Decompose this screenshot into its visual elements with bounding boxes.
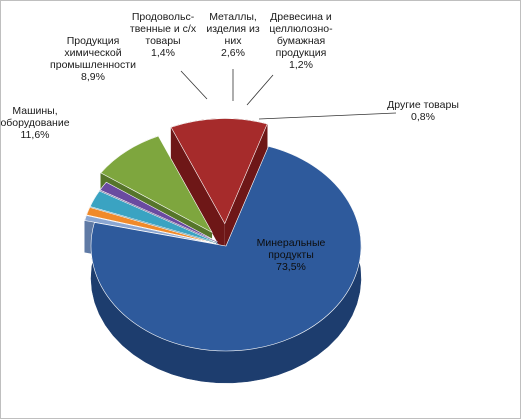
slice-label-line-3-2: них (225, 35, 243, 47)
slice-label-line-2-3: продукция (276, 47, 327, 59)
slice-label-3: Металлы, изделия из них 2,6% (206, 11, 260, 59)
pie-slice-face-6-1 (224, 123, 268, 256)
slice-label-line-4-3: 1,4% (151, 47, 175, 59)
slice-label-line-0-1: продукты (268, 249, 314, 261)
slice-label-line-2-1: целлюлозно- (269, 23, 333, 35)
slice-label-4: Продовольс-твенные и с/х товары 1,4% (130, 11, 197, 59)
slice-label-line-5-2: промышленности (50, 59, 136, 71)
pie-slice-4 (99, 181, 218, 243)
slice-label-1: Другие товары 0,8% (387, 99, 459, 123)
leader-line-1 (258, 112, 397, 120)
slice-label-line-3-1: изделия из (206, 23, 260, 35)
pie-slice-0 (90, 145, 362, 352)
slice-label-line-4-0: Продовольс- (132, 11, 195, 23)
slice-label-line-5-1: химической (64, 47, 121, 59)
slice-label-6: Машины, оборудование 11,6% (1, 105, 70, 141)
pie-slice-6 (170, 118, 268, 225)
slice-label-line-3-3: 2,6% (221, 47, 245, 59)
pie-slice-5 (100, 135, 213, 234)
slice-label-line-3-0: Металлы, (209, 11, 257, 23)
pie-slice-2 (86, 207, 217, 244)
slice-label-line-5-0: Продукция (67, 35, 120, 47)
leader-line-4 (180, 70, 208, 100)
slice-label-line-6-0: Машины, (12, 105, 57, 117)
leader-line-2 (246, 74, 274, 106)
slice-label-line-6-2: 11,6% (21, 129, 50, 141)
slice-label-line-0-2: 73,5% (276, 261, 306, 273)
slice-label-line-1-0: Другие товары (387, 99, 459, 111)
slice-label-line-6-1: оборудование (1, 117, 70, 129)
slice-label-line-2-2: бумажная (277, 35, 325, 47)
slice-label-line-4-1: твенные и с/х (130, 23, 197, 35)
pie-slice-face-6-0 (171, 127, 225, 256)
pie-slice-1 (84, 215, 217, 245)
slice-label-line-1-1: 0,8% (411, 111, 435, 123)
pie-slice-3 (89, 190, 218, 243)
slice-label-2: Древесина и целлюлозно-бумажная продукция 1… (269, 11, 333, 71)
slice-label-5: Продукция химической промышленности 8,9% (50, 35, 136, 83)
slice-label-line-2-4: 1,2% (289, 59, 313, 71)
slice-label-line-5-3: 8,9% (81, 71, 105, 83)
slice-label-line-2-0: Древесина и (270, 11, 332, 23)
slice-label-line-4-2: товары (145, 35, 180, 47)
slice-label-0: Минеральные продукты 73,5% (257, 237, 326, 273)
slice-label-line-0-0: Минеральные (257, 237, 326, 249)
